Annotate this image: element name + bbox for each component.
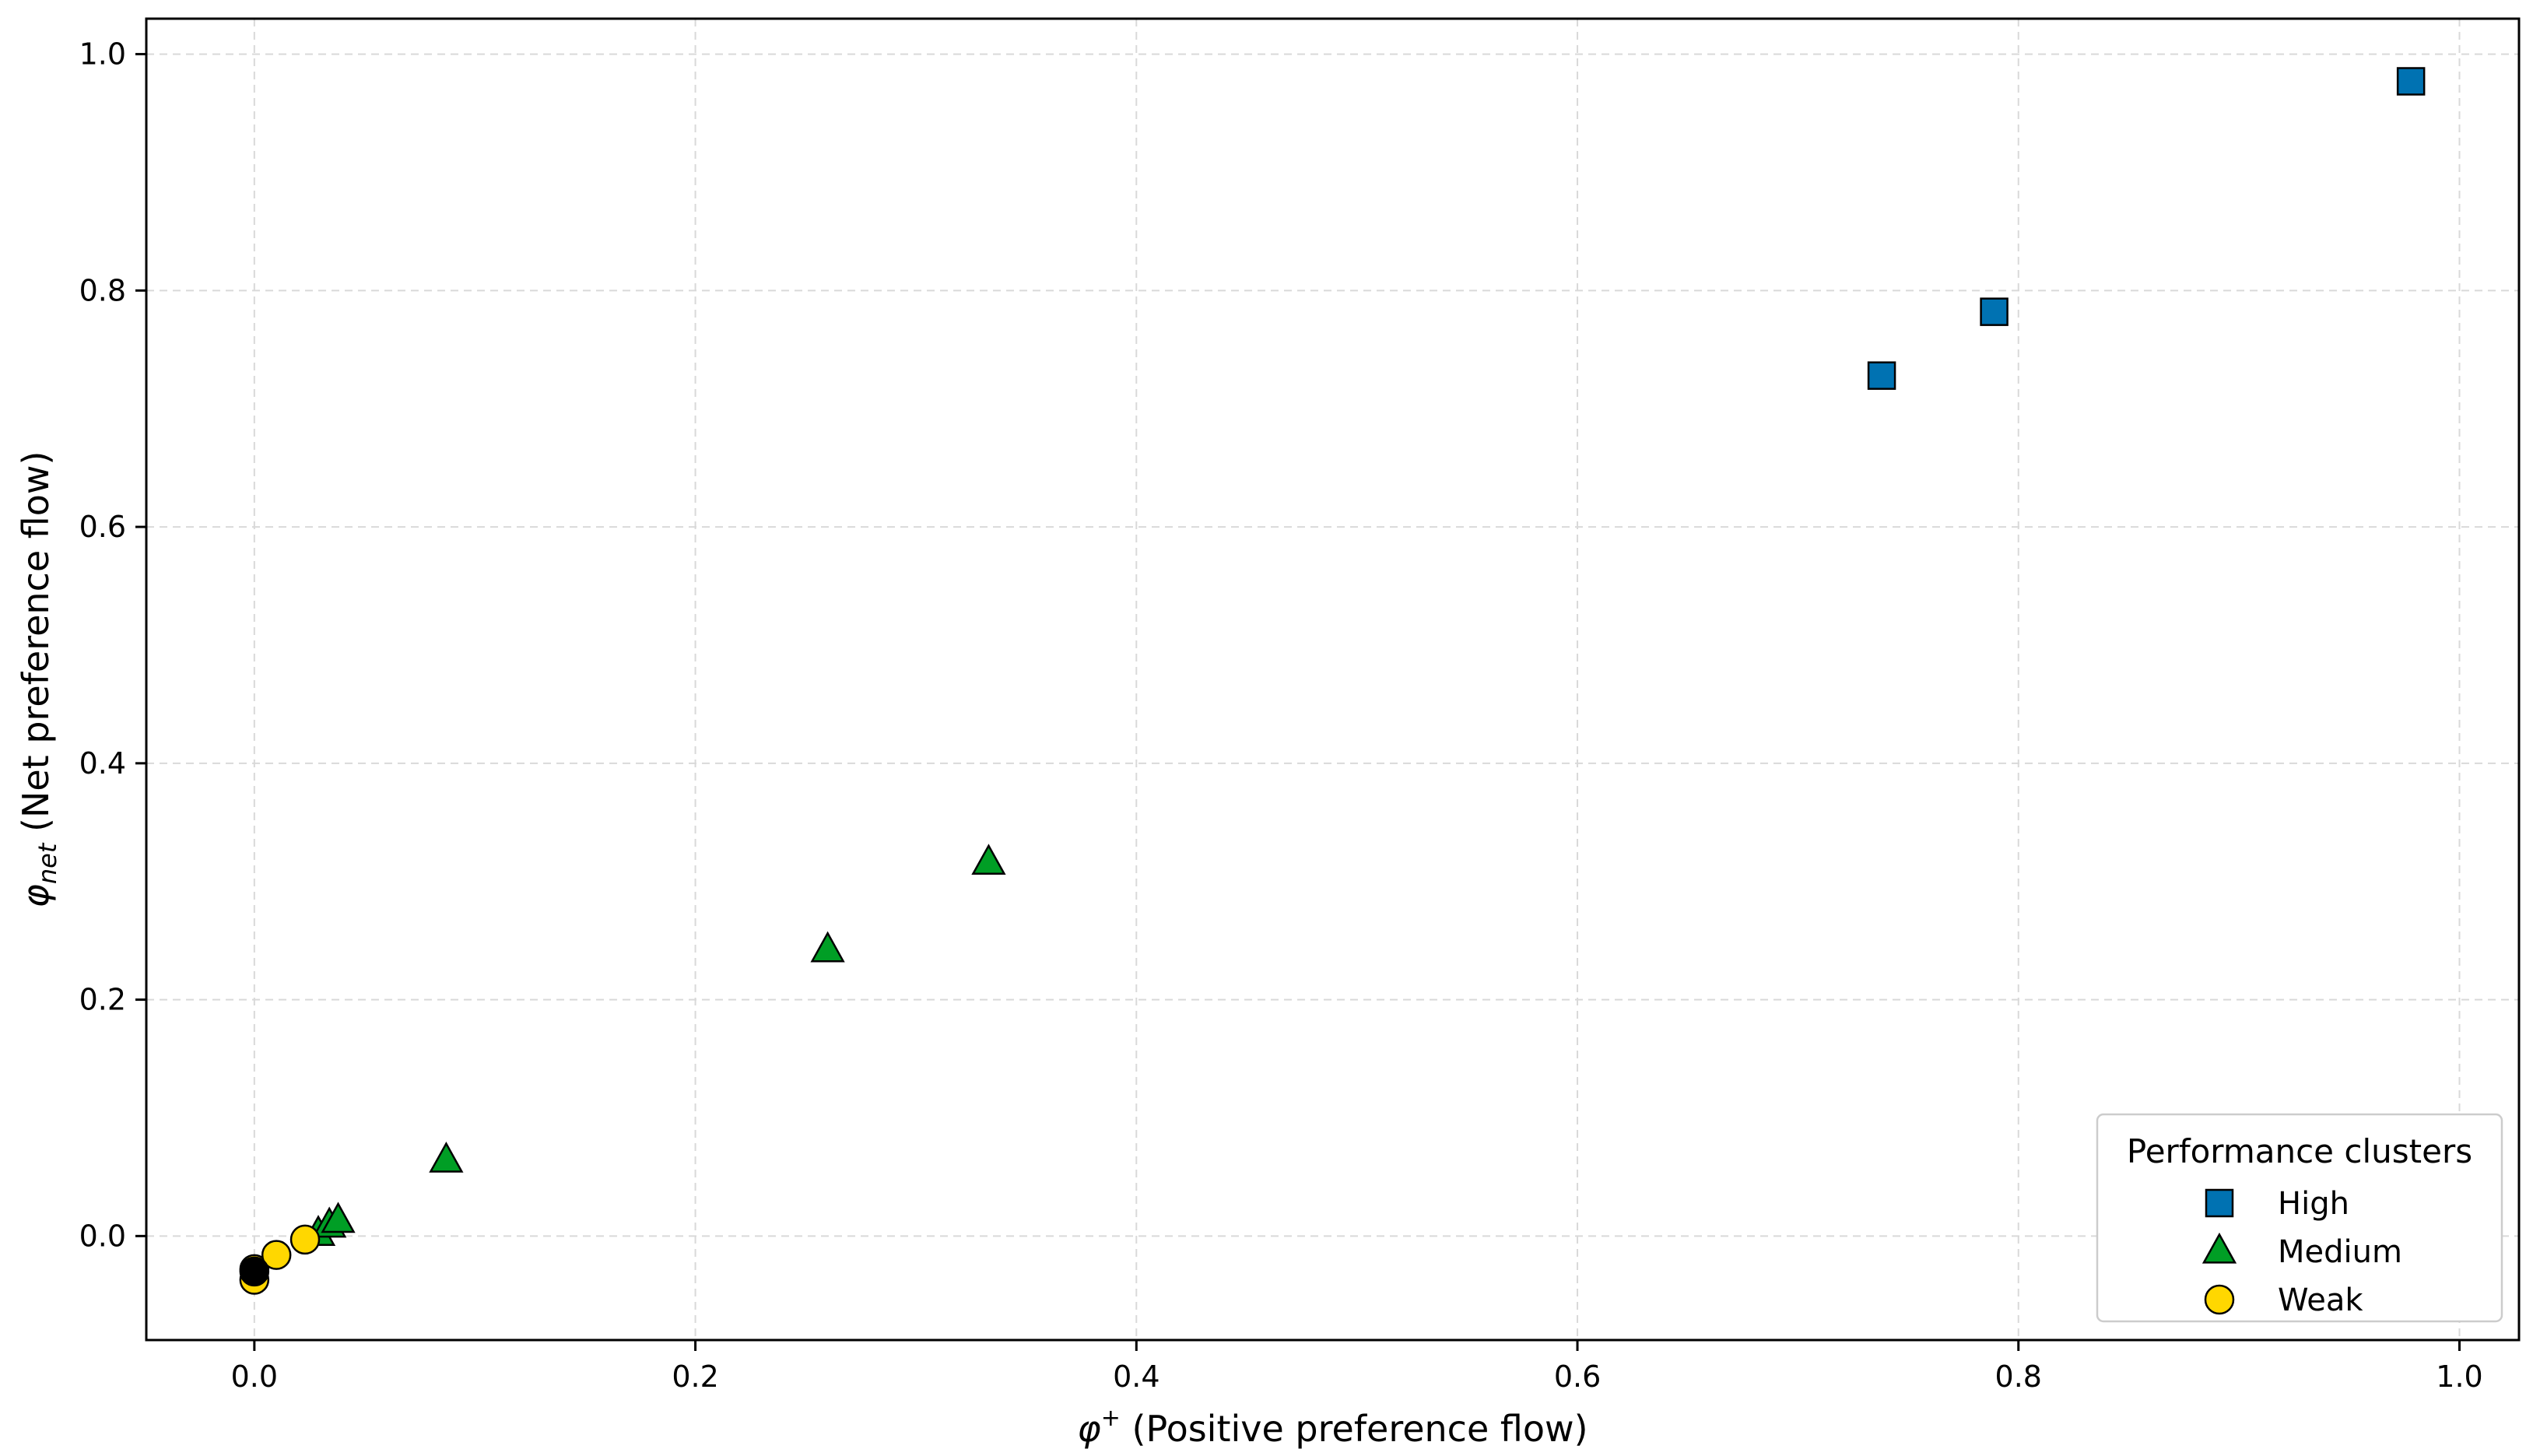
y-tick-label: 0.2 bbox=[79, 983, 126, 1017]
y-tick-label: 0.8 bbox=[79, 273, 126, 307]
y-tick-label: 1.0 bbox=[79, 37, 126, 72]
x-axis-superscript: + bbox=[1101, 1405, 1121, 1432]
x-tick-label: 0.2 bbox=[672, 1360, 718, 1394]
legend-marker-medium bbox=[2201, 1232, 2237, 1264]
legend-marker-high bbox=[2205, 1188, 2234, 1218]
y-axis-text: (Net preference flow) bbox=[15, 451, 57, 844]
legend-label-weak: Weak bbox=[2278, 1282, 2363, 1318]
high-point bbox=[2396, 67, 2426, 96]
y-tick-label: 0.4 bbox=[79, 746, 126, 781]
legend-title: Performance clusters bbox=[2127, 1132, 2472, 1170]
x-tick-label: 0.6 bbox=[1554, 1360, 1601, 1394]
legend: Performance clusters High Medium Weak bbox=[2096, 1113, 2503, 1323]
weak-point bbox=[289, 1224, 321, 1255]
axis-ticks: 0.0 0.2 0.4 0.6 0.8 1.0 0.0 0.2 0.4 0.6 0.8 1.0 bbox=[79, 37, 2483, 1394]
x-axis-text: (Positive preference flow) bbox=[1121, 1408, 1588, 1450]
y-axis-label: φnet (Net preference flow) bbox=[15, 451, 62, 908]
y-axis-symbol: φ bbox=[15, 884, 57, 907]
high-point bbox=[1980, 297, 2009, 326]
legend-label-high: High bbox=[2278, 1186, 2349, 1222]
medium-point bbox=[321, 1202, 356, 1233]
legend-box bbox=[2096, 1113, 2503, 1323]
medium-point bbox=[971, 844, 1006, 875]
medium-point bbox=[810, 931, 845, 963]
medium-point bbox=[429, 1141, 464, 1173]
x-axis-symbol: φ bbox=[1077, 1408, 1100, 1450]
x-tick-label: 0.8 bbox=[1995, 1360, 2042, 1394]
y-axis-subscript: net bbox=[33, 842, 62, 884]
high-point bbox=[1867, 361, 1896, 390]
plot-frame bbox=[145, 17, 2521, 1342]
y-tick-label: 0.0 bbox=[79, 1219, 126, 1253]
legend-marker-weak bbox=[2204, 1284, 2235, 1315]
x-axis-label: φ+ (Positive preference flow) bbox=[1077, 1405, 1588, 1450]
x-tick-label: 1.0 bbox=[2436, 1360, 2482, 1394]
y-tick-label: 0.6 bbox=[79, 510, 126, 544]
other-point bbox=[239, 1256, 270, 1287]
weak-point bbox=[261, 1240, 292, 1270]
legend-label-medium: Medium bbox=[2278, 1234, 2402, 1270]
x-tick-label: 0.0 bbox=[231, 1360, 278, 1394]
data-points bbox=[239, 67, 2426, 1295]
x-tick-label: 0.4 bbox=[1113, 1360, 1159, 1394]
